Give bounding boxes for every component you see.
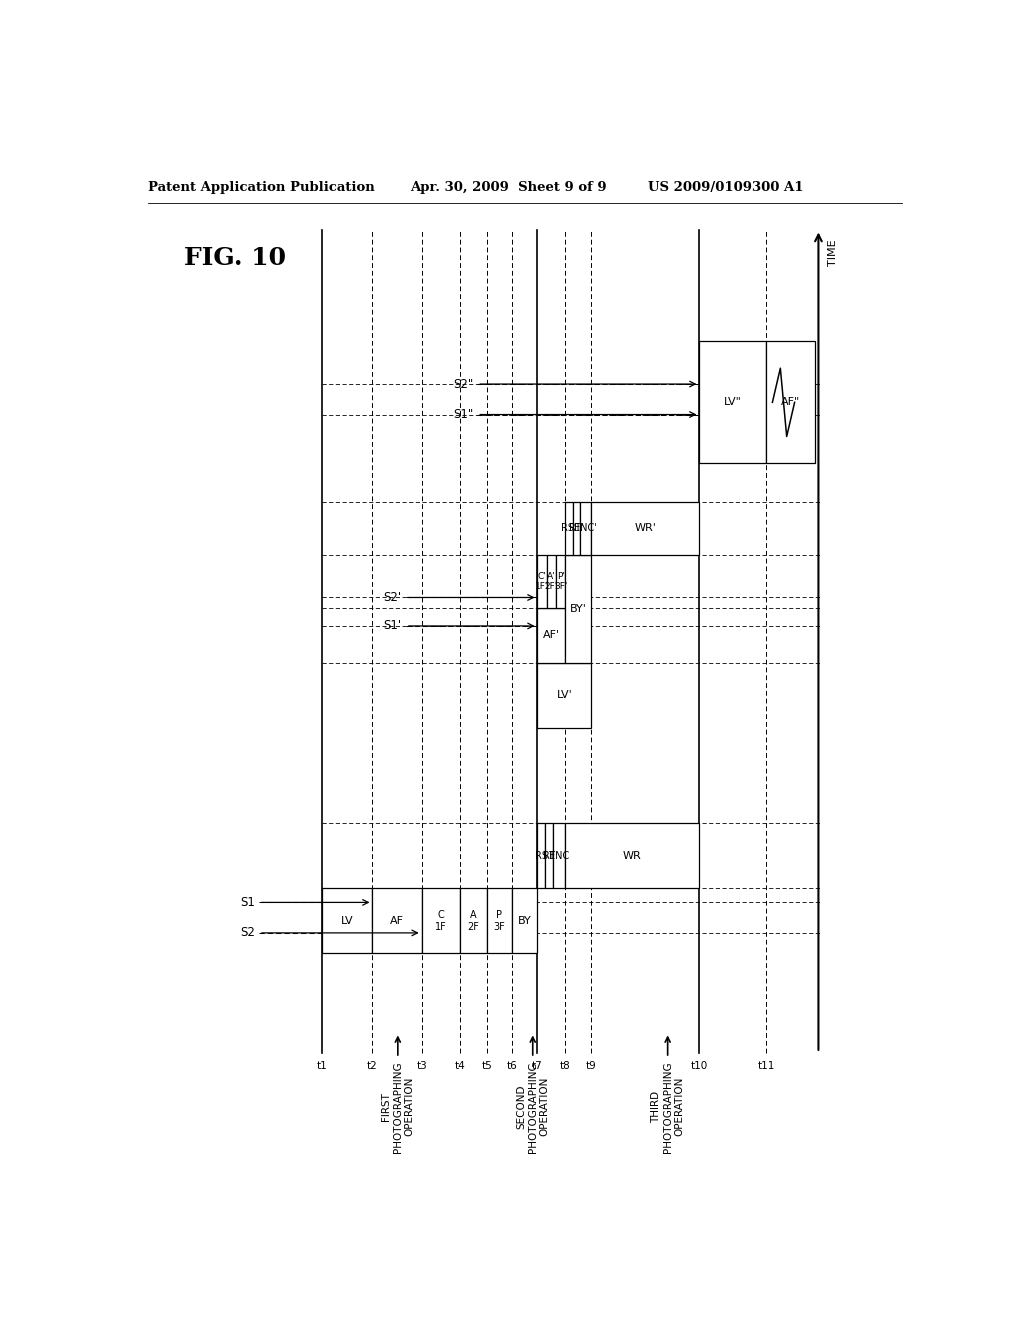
Bar (538, 607, 565, 663)
Text: TIME: TIME (828, 240, 838, 267)
Text: t3: t3 (417, 1061, 427, 1071)
Bar (538, 554, 547, 607)
Text: FIRST
PHOTOGRAPHING
OPERATION: FIRST PHOTOGRAPHING OPERATION (381, 1061, 415, 1152)
Text: AF: AF (390, 916, 404, 925)
Text: RT': RT' (569, 523, 584, 533)
Text: Patent Application Publication: Patent Application Publication (147, 181, 375, 194)
Text: t8: t8 (560, 1061, 570, 1071)
Bar (699, 342, 766, 463)
Text: FIG. 10: FIG. 10 (183, 246, 286, 271)
Text: US 2009/0109300 A1: US 2009/0109300 A1 (648, 181, 803, 194)
Text: P
3F: P 3F (494, 909, 505, 932)
Text: LV": LV" (724, 397, 741, 408)
Text: t11: t11 (758, 1061, 775, 1071)
Text: RS: RS (535, 850, 548, 861)
Text: S2: S2 (240, 927, 255, 940)
Bar (553, 824, 565, 888)
Bar (766, 342, 815, 463)
Text: C'
1F': C' 1F' (536, 572, 549, 591)
Text: ENC: ENC (549, 850, 569, 861)
Text: S2': S2' (384, 591, 401, 605)
Bar (512, 888, 538, 953)
Text: S1": S1" (453, 408, 473, 421)
Text: Apr. 30, 2009  Sheet 9 of 9: Apr. 30, 2009 Sheet 9 of 9 (410, 181, 606, 194)
Bar (486, 888, 512, 953)
Bar (373, 888, 422, 953)
Bar (592, 502, 699, 554)
Text: C
1F: C 1F (435, 909, 446, 932)
Bar (565, 824, 699, 888)
Text: t5: t5 (481, 1061, 493, 1071)
Text: t7: t7 (532, 1061, 543, 1071)
Text: WR: WR (623, 850, 642, 861)
Text: AF': AF' (543, 630, 560, 640)
Text: t6: t6 (507, 1061, 517, 1071)
Text: LV: LV (341, 916, 353, 925)
Bar (323, 888, 373, 953)
Text: RT: RT (543, 850, 555, 861)
Text: RS': RS' (561, 523, 577, 533)
Text: S2": S2" (453, 378, 473, 391)
Bar (547, 554, 556, 607)
Text: LV': LV' (557, 690, 572, 700)
Bar (422, 888, 460, 953)
Bar (580, 502, 592, 554)
Text: A'
2F': A' 2F' (545, 572, 558, 591)
Text: S1': S1' (384, 619, 401, 632)
Text: BY': BY' (570, 603, 587, 614)
Text: BY: BY (518, 916, 531, 925)
Bar (538, 663, 592, 727)
Text: A
2F: A 2F (467, 909, 479, 932)
Bar (538, 824, 545, 888)
Bar (556, 554, 565, 607)
Text: t1: t1 (317, 1061, 328, 1071)
Text: t9: t9 (586, 1061, 597, 1071)
Bar (460, 888, 486, 953)
Bar (572, 502, 580, 554)
Bar (565, 554, 592, 663)
Text: t2: t2 (367, 1061, 378, 1071)
Text: P'
3F': P' 3F' (554, 572, 567, 591)
Text: SECOND
PHOTOGRAPHING
OPERATION: SECOND PHOTOGRAPHING OPERATION (516, 1061, 549, 1152)
Text: S1: S1 (240, 896, 255, 909)
Text: WR': WR' (635, 523, 656, 533)
Text: ENC': ENC' (574, 523, 597, 533)
Text: THIRD
PHOTOGRAPHING
OPERATION: THIRD PHOTOGRAPHING OPERATION (651, 1061, 684, 1152)
Text: t4: t4 (455, 1061, 465, 1071)
Bar (565, 502, 572, 554)
Text: AF": AF" (781, 397, 801, 408)
Bar (545, 824, 553, 888)
Text: t10: t10 (691, 1061, 708, 1071)
